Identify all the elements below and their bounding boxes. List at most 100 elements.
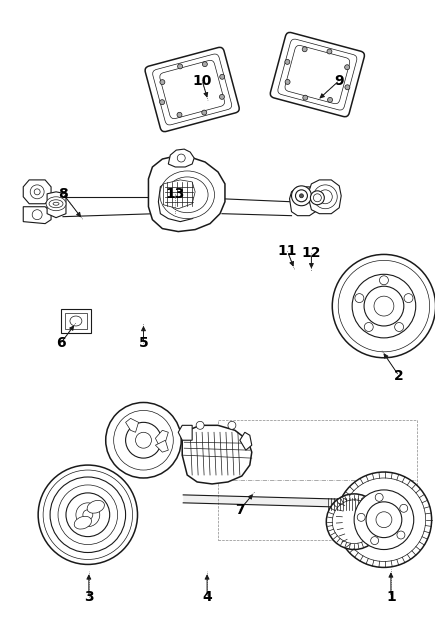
Circle shape bbox=[32, 210, 42, 220]
Circle shape bbox=[300, 194, 303, 198]
Circle shape bbox=[38, 465, 137, 565]
Circle shape bbox=[58, 485, 118, 545]
Ellipse shape bbox=[166, 177, 208, 213]
FancyBboxPatch shape bbox=[160, 60, 225, 119]
Circle shape bbox=[318, 190, 332, 204]
Circle shape bbox=[395, 322, 404, 331]
Text: 7: 7 bbox=[235, 503, 245, 517]
Ellipse shape bbox=[74, 516, 92, 529]
FancyBboxPatch shape bbox=[285, 46, 350, 104]
Circle shape bbox=[313, 185, 337, 209]
Circle shape bbox=[160, 79, 165, 85]
Polygon shape bbox=[155, 430, 168, 444]
Circle shape bbox=[397, 531, 405, 539]
Text: 3: 3 bbox=[84, 590, 94, 604]
Circle shape bbox=[220, 74, 225, 79]
Circle shape bbox=[404, 294, 413, 303]
Circle shape bbox=[114, 410, 173, 470]
FancyBboxPatch shape bbox=[270, 33, 364, 117]
Text: 5: 5 bbox=[139, 336, 148, 350]
Circle shape bbox=[285, 79, 290, 85]
Circle shape bbox=[302, 47, 307, 52]
Circle shape bbox=[202, 62, 208, 67]
Text: 4: 4 bbox=[202, 590, 212, 604]
Circle shape bbox=[83, 510, 93, 520]
Circle shape bbox=[219, 94, 225, 99]
Circle shape bbox=[400, 504, 408, 512]
Text: 9: 9 bbox=[334, 74, 344, 88]
Polygon shape bbox=[178, 426, 192, 440]
Circle shape bbox=[379, 276, 388, 285]
Text: 2: 2 bbox=[394, 369, 404, 383]
Circle shape bbox=[310, 191, 324, 204]
FancyBboxPatch shape bbox=[153, 54, 232, 125]
Polygon shape bbox=[61, 309, 91, 333]
Polygon shape bbox=[148, 156, 225, 231]
Ellipse shape bbox=[70, 316, 82, 326]
Text: 8: 8 bbox=[58, 187, 68, 201]
Circle shape bbox=[326, 494, 382, 549]
Polygon shape bbox=[168, 149, 194, 167]
Circle shape bbox=[126, 422, 161, 458]
Text: 10: 10 bbox=[192, 74, 212, 88]
Polygon shape bbox=[158, 177, 202, 222]
Polygon shape bbox=[290, 187, 315, 215]
Polygon shape bbox=[310, 180, 341, 213]
Circle shape bbox=[345, 85, 350, 90]
Polygon shape bbox=[182, 426, 252, 484]
Circle shape bbox=[371, 537, 378, 545]
Polygon shape bbox=[240, 432, 252, 450]
Circle shape bbox=[332, 500, 376, 544]
Ellipse shape bbox=[46, 197, 66, 211]
Ellipse shape bbox=[160, 171, 215, 219]
Circle shape bbox=[345, 65, 350, 70]
Circle shape bbox=[285, 60, 290, 64]
Polygon shape bbox=[47, 192, 66, 218]
Circle shape bbox=[376, 512, 392, 528]
Circle shape bbox=[196, 421, 204, 429]
Circle shape bbox=[177, 112, 182, 117]
Circle shape bbox=[76, 503, 100, 527]
FancyBboxPatch shape bbox=[145, 47, 239, 131]
Text: 12: 12 bbox=[302, 246, 321, 260]
Circle shape bbox=[136, 432, 151, 448]
Circle shape bbox=[338, 260, 429, 352]
Polygon shape bbox=[23, 207, 51, 224]
Circle shape bbox=[43, 470, 133, 560]
Text: 11: 11 bbox=[278, 244, 297, 258]
Circle shape bbox=[106, 403, 181, 478]
Polygon shape bbox=[164, 180, 195, 209]
Circle shape bbox=[352, 274, 416, 338]
Ellipse shape bbox=[49, 200, 63, 208]
Polygon shape bbox=[155, 440, 168, 452]
Circle shape bbox=[336, 472, 432, 567]
Text: 6: 6 bbox=[56, 336, 66, 350]
Polygon shape bbox=[183, 495, 367, 508]
Polygon shape bbox=[65, 313, 87, 329]
Circle shape bbox=[66, 493, 110, 537]
Circle shape bbox=[34, 189, 40, 195]
Circle shape bbox=[313, 194, 321, 202]
Ellipse shape bbox=[87, 501, 105, 513]
Text: 13: 13 bbox=[166, 187, 185, 201]
Circle shape bbox=[327, 97, 333, 103]
Circle shape bbox=[177, 154, 185, 162]
Polygon shape bbox=[23, 180, 51, 204]
Circle shape bbox=[202, 110, 207, 115]
FancyBboxPatch shape bbox=[278, 39, 357, 110]
Circle shape bbox=[292, 186, 311, 206]
Circle shape bbox=[357, 513, 365, 521]
Text: 1: 1 bbox=[386, 590, 396, 604]
Circle shape bbox=[296, 190, 307, 202]
Circle shape bbox=[50, 477, 126, 553]
Circle shape bbox=[366, 502, 402, 538]
Circle shape bbox=[177, 64, 183, 69]
Circle shape bbox=[355, 294, 364, 303]
Circle shape bbox=[364, 287, 404, 326]
Circle shape bbox=[303, 96, 308, 100]
Circle shape bbox=[327, 49, 332, 54]
Circle shape bbox=[375, 494, 383, 501]
Circle shape bbox=[160, 100, 165, 104]
Circle shape bbox=[228, 421, 236, 429]
Circle shape bbox=[30, 185, 44, 199]
